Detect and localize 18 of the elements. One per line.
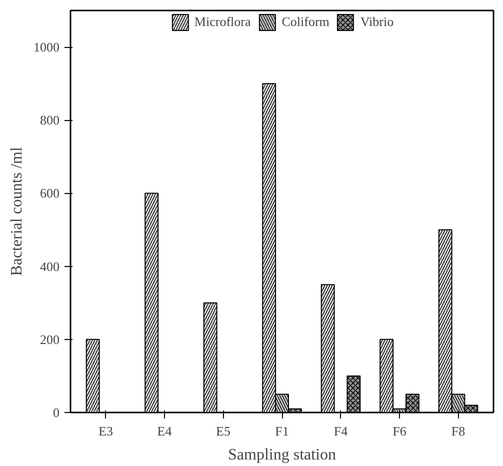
y-tick-label: 800 <box>40 112 60 128</box>
legend-label: Vibrio <box>360 14 394 30</box>
y-axis-title: Bacterial counts /ml <box>8 146 26 276</box>
x-tick-label: F8 <box>451 424 466 438</box>
y-tick-label: 600 <box>40 186 60 201</box>
x-tick-label: F4 <box>334 424 348 438</box>
legend-label: Microflora <box>194 14 251 30</box>
x-tick-label: F6 <box>392 424 407 438</box>
x-tick-label: E4 <box>157 424 172 438</box>
y-tick-label: 400 <box>40 258 60 274</box>
x-tick-label: E3 <box>98 424 113 438</box>
y-tick-label: 0 <box>53 405 60 420</box>
x-tick-label: E5 <box>216 424 230 438</box>
y-tick-label: 1000 <box>34 40 60 55</box>
y-tick-label: 200 <box>40 332 60 347</box>
x-axis-title: Sampling station <box>228 446 336 464</box>
legend-label: Coliform <box>282 14 330 30</box>
x-tick-label: F1 <box>275 424 289 438</box>
